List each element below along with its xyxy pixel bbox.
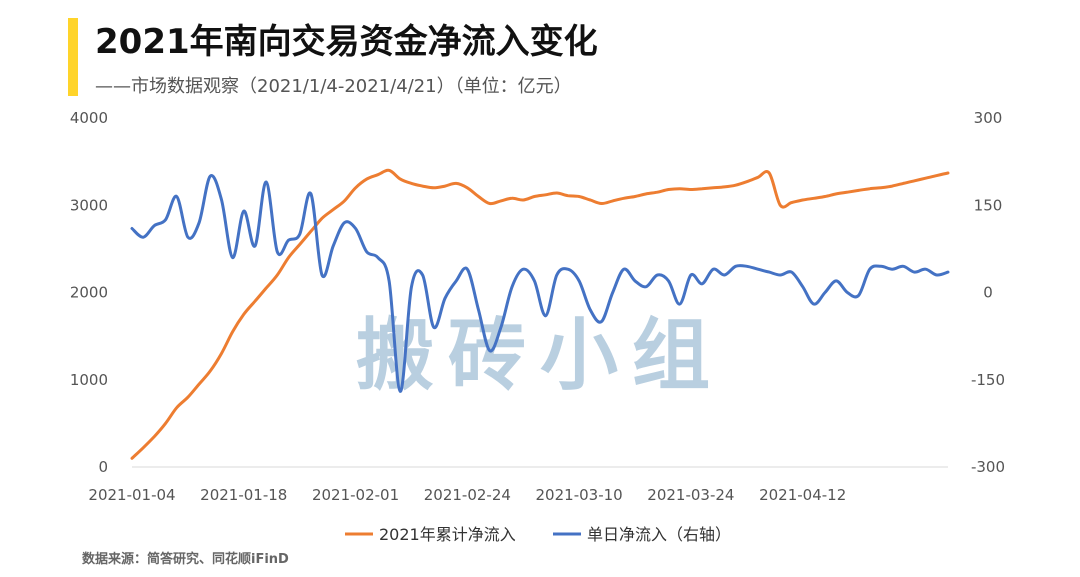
series-line-2	[130, 174, 950, 393]
y-right-tick-label: -300	[971, 458, 1005, 476]
y-right-tick-label: 300	[974, 109, 1003, 127]
data-source-note: 数据来源：简答研究、同花顺iFinD	[82, 552, 289, 567]
x-tick-label: 2021-01-04	[88, 486, 175, 504]
series-line-1	[130, 168, 950, 460]
y-left-tick-label: 1000	[70, 371, 108, 389]
y-right-tick-label: 150	[974, 196, 1003, 214]
x-tick-label: 2021-01-18	[200, 486, 287, 504]
title-accent-bar	[68, 18, 78, 96]
legend-label-1: 2021年累计净流入	[379, 525, 516, 544]
chart-axes: 0 1000 2000 3000 4000 -300 -150 0 150 300 2021-01-…	[70, 109, 1005, 504]
y-left-tick-label: 3000	[70, 196, 108, 214]
y-right-tick-label: -150	[971, 371, 1005, 389]
x-tick-label: 2021-02-24	[424, 486, 511, 504]
watermark: 搬砖小组	[356, 311, 724, 401]
y-left-tick-label: 0	[98, 458, 108, 476]
x-tick-label: 2021-04-12	[759, 486, 846, 504]
chart-title: 2021年南向交易资金净流入变化	[95, 22, 598, 62]
x-tick-label: 2021-02-01	[312, 486, 399, 504]
chart-subtitle: ——市场数据观察（2021/1/4-2021/4/21）（单位：亿元）	[95, 76, 572, 97]
plot-area	[130, 168, 950, 460]
y-right-tick-label: 0	[983, 284, 993, 302]
x-tick-label: 2021-03-24	[647, 486, 734, 504]
legend-label-2: 单日净流入（右轴）	[587, 525, 731, 544]
y-left-tick-label: 2000	[70, 284, 108, 302]
y-left-tick-label: 4000	[70, 109, 108, 127]
legend: 2021年累计净流入 单日净流入（右轴）	[345, 525, 731, 544]
x-tick-label: 2021-03-10	[536, 486, 623, 504]
